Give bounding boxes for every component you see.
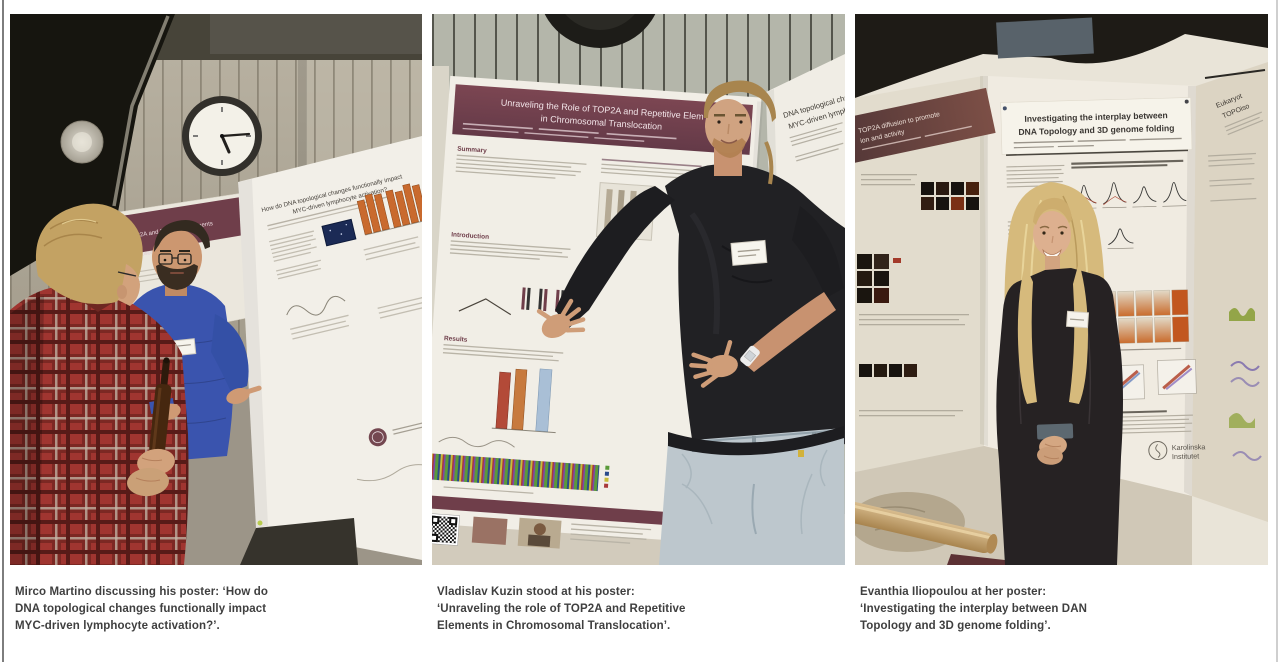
hair-front-right (1069, 262, 1088, 404)
clasped-hands (1037, 435, 1067, 465)
jeans-tab (798, 450, 804, 457)
conclusions-block (1106, 410, 1193, 434)
person-evanthia (996, 182, 1123, 565)
results-bar-chart (491, 368, 556, 434)
jeans-peek (1036, 423, 1074, 440)
author-lines (462, 122, 677, 142)
clock-top (544, 14, 656, 48)
left-hand-open (689, 340, 738, 388)
photo-thumbnail-2 (517, 517, 562, 549)
right-panel (1192, 62, 1268, 522)
watch (740, 345, 760, 367)
purple-signal-track-2 (1232, 451, 1262, 461)
green-signal-track (1229, 308, 1255, 321)
poster-title-banner (452, 84, 753, 155)
left-poster-text (859, 174, 969, 417)
person-plaid-shirt (10, 203, 189, 565)
foreground-objects (855, 492, 1023, 565)
dark-floor (240, 518, 358, 565)
pointing-arm (211, 314, 249, 392)
shirt-hem (668, 426, 844, 456)
jeans (659, 428, 845, 565)
name-tag (730, 239, 768, 266)
chromosome-figure (458, 287, 565, 316)
left-arm-sleeve (792, 206, 844, 298)
right-hand-open (536, 298, 586, 338)
curve-figure (438, 436, 515, 448)
glasses-temple (117, 271, 137, 277)
section-results: Results (444, 335, 468, 344)
wall-lamp (60, 120, 104, 164)
microscopy-row-3 (859, 364, 917, 377)
hair-front-left (1017, 264, 1037, 404)
photo-mirco-scene: Unraveling the Role of TOP2A and Repetit… (10, 14, 422, 565)
photo-vladislav-kuzin: Unraveling the Role of TOP2A and Repetit… (432, 14, 845, 565)
poster-title-line1: Investigating the interplay between (1024, 110, 1167, 124)
contact-text (570, 523, 652, 544)
maroon-band (432, 495, 725, 530)
orange-bar-chart (356, 183, 422, 236)
panel-vladislav: Unraveling the Role of TOP2A and Repetit… (432, 14, 845, 635)
pointing-hand (226, 385, 262, 405)
dark-ceiling (855, 14, 1268, 98)
wall-clock (182, 96, 262, 176)
caption-evanthia: Evanthia Iliopoulou at her poster: ‘Inve… (860, 586, 1088, 632)
head-plaid-man (35, 203, 143, 306)
beard (156, 264, 198, 290)
flow-diagram (356, 464, 422, 482)
logo-line2: Institutet (1172, 451, 1199, 461)
beer-bottle-and-hands (127, 357, 181, 497)
photo-mirco-martino: Unraveling the Role of TOP2A and Repetit… (10, 14, 422, 565)
caption-vladislav: Vladislav Kuzin stood at his poster: ‘Un… (437, 586, 686, 632)
poster-title-line2: DNA Topology and 3D genome folding (1018, 123, 1174, 137)
slide-right-border (1276, 0, 1278, 662)
side-poster-text: DNA topological cha MYC-driven lymph (782, 92, 845, 162)
green-signal-track-2 (1229, 413, 1255, 428)
poster-text-block (269, 230, 422, 340)
microscopy-grid-1 (921, 182, 979, 210)
right-arm (555, 186, 675, 328)
curve-figure (286, 295, 346, 316)
person-vladislav (536, 80, 845, 565)
clock-minute-hand (220, 132, 251, 138)
left-poster-top2a-diffusion: TOP2A diffusion to promote ion and activ… (855, 87, 996, 417)
logo-line1: Karolinska (1172, 442, 1206, 452)
introduction-text (449, 240, 571, 260)
microscopy-grid-2 (857, 254, 901, 303)
photo-evanthia-scene: TOP2A diffusion to promote ion and activ… (855, 14, 1268, 565)
head-vladislav (703, 80, 776, 185)
caption-mirco: Mirco Martino discussing his poster: ‘Ho… (15, 586, 268, 632)
results-text (442, 344, 564, 362)
beard (712, 138, 746, 158)
dark-red-floor (947, 554, 1023, 565)
karolinska-logo: Karolinska Institutet (1148, 440, 1206, 461)
purple-signal-track (1230, 361, 1260, 387)
clock-hour-hand (220, 134, 231, 154)
photo-thumbnail-1 (471, 516, 508, 545)
panel-mirco: Unraveling the Role of TOP2A and Repetit… (10, 14, 422, 635)
photo-evanthia-iliopoulou: TOP2A diffusion to promote ion and activ… (855, 14, 1268, 565)
genome-track (432, 453, 600, 492)
main-poster-mirco: How do DNA topological changes functiona… (238, 136, 422, 560)
push-pin (257, 520, 263, 526)
beer-bottle (149, 357, 172, 455)
background-screen (996, 17, 1094, 59)
face-evanthia (1033, 197, 1072, 259)
summary-text (455, 154, 702, 180)
karolinska-seal (368, 420, 422, 447)
left-forearm (740, 292, 836, 372)
section-summary: Summary (457, 146, 487, 155)
microscopy-image (321, 218, 357, 247)
wooden-pole (855, 501, 998, 554)
slide-left-border (2, 0, 4, 662)
right-poster-text-block (1207, 152, 1257, 202)
track-legend (603, 465, 610, 488)
photo-vladislav-scene: Unraveling the Role of TOP2A and Repetit… (432, 14, 845, 565)
black-dress (996, 268, 1123, 565)
section-introduction: Introduction (451, 231, 489, 241)
qr-code (432, 513, 460, 546)
head-blue-man (152, 219, 210, 290)
panel-evanthia: TOP2A diffusion to promote ion and activ… (855, 14, 1268, 635)
author-lines (1013, 137, 1182, 149)
